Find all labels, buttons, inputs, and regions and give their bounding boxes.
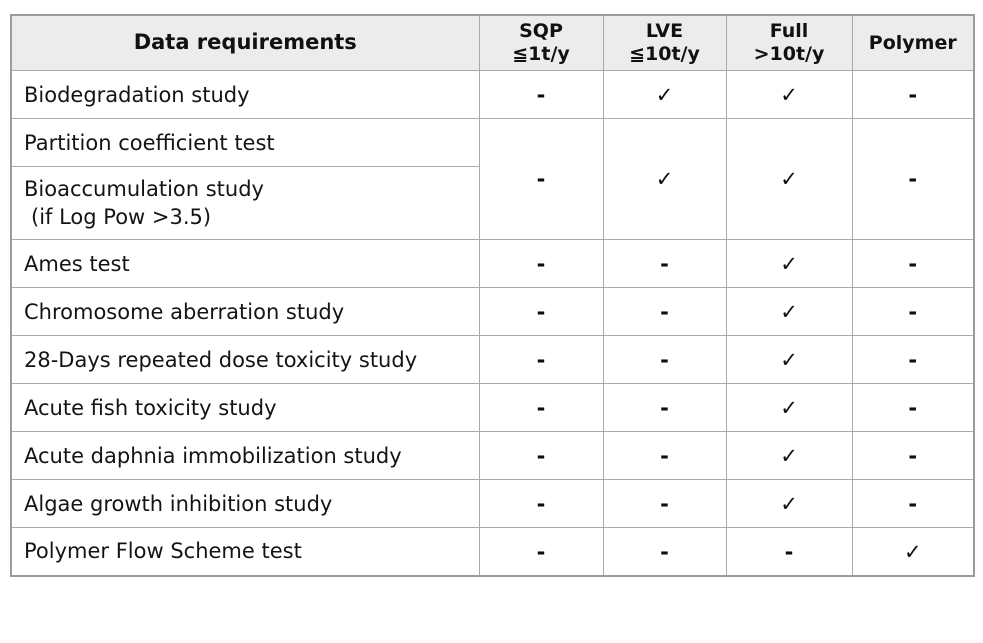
value-cell-full: ✓	[725, 383, 853, 433]
header-cell-full: Full >10t/y	[725, 14, 853, 72]
table-row-ames: Ames test - - ✓ -	[10, 239, 975, 289]
value-cell-sqp: -	[478, 479, 604, 529]
value-cell-sqp: -	[478, 383, 604, 433]
value-cell-lve: ✓	[602, 70, 727, 120]
value-cell-full: ✓	[725, 70, 853, 120]
row-label-cell: Partition coefficient test	[10, 118, 480, 168]
table-row-chromosome-aberration: Chromosome aberration study - - ✓ -	[10, 287, 975, 337]
value-cell-polymer: -	[851, 335, 975, 385]
value-cell-full: -	[725, 527, 853, 577]
value-cell-sqp-merged: -	[478, 118, 604, 241]
value-cell-polymer: -	[851, 239, 975, 289]
value-cell-polymer: -	[851, 287, 975, 337]
table-row-biodegradation: Biodegradation study - ✓ ✓ -	[10, 70, 975, 120]
value-cell-full: ✓	[725, 287, 853, 337]
table-row-bioaccumulation: Bioaccumulation study (if Log Pow >3.5)	[10, 166, 974, 241]
row-label-line1: Bioaccumulation study	[24, 177, 264, 201]
table-row-polymer-flow-scheme: Polymer Flow Scheme test - - - ✓	[10, 527, 975, 577]
table-row-acute-daphnia: Acute daphnia immobilization study - - ✓…	[10, 431, 975, 481]
header-title: Data requirements	[133, 30, 357, 55]
header-col-tonnage: ≦1t/y	[512, 43, 570, 66]
row-label-cell: Bioaccumulation study (if Log Pow >3.5)	[10, 166, 480, 241]
table-row-algae-growth: Algae growth inhibition study - - ✓ -	[10, 479, 975, 529]
header-col-tonnage: ≦10t/y	[629, 43, 700, 66]
row-label-cell: Chromosome aberration study	[10, 287, 480, 337]
value-cell-lve: -	[602, 287, 727, 337]
header-cell-lve: LVE ≦10t/y	[602, 14, 727, 72]
value-cell-polymer-merged: -	[851, 118, 975, 241]
header-cell-polymer: Polymer	[851, 14, 975, 72]
row-label-cell: Ames test	[10, 239, 480, 289]
row-label-line2: (if Log Pow >3.5)	[31, 205, 212, 230]
row-label-cell: Acute daphnia immobilization study	[10, 431, 480, 481]
table-row-28-days-repeated-dose: 28-Days repeated dose toxicity study - -…	[10, 335, 975, 385]
value-cell-lve: -	[602, 431, 727, 481]
value-cell-polymer: ✓	[851, 527, 975, 577]
value-cell-sqp: -	[478, 431, 604, 481]
value-cell-lve: -	[602, 479, 727, 529]
header-row: Data requirements SQP ≦1t/y LVE ≦10t/y F…	[10, 14, 975, 72]
value-cell-lve-merged: ✓	[602, 118, 727, 241]
value-cell-sqp: -	[478, 239, 604, 289]
value-cell-polymer: -	[851, 479, 975, 529]
value-cell-full: ✓	[725, 431, 853, 481]
header-col-tonnage: >10t/y	[753, 43, 825, 66]
data-requirements-table: Data requirements SQP ≦1t/y LVE ≦10t/y F…	[10, 14, 975, 577]
value-cell-lve: -	[602, 527, 727, 577]
value-cell-polymer: -	[851, 431, 975, 481]
value-cell-full-merged: ✓	[725, 118, 853, 241]
row-label-cell: Polymer Flow Scheme test	[10, 527, 480, 577]
value-cell-full: ✓	[725, 239, 853, 289]
value-cell-full: ✓	[725, 479, 853, 529]
row-label-cell: Biodegradation study	[10, 70, 480, 120]
header-col-name: LVE	[645, 20, 684, 42]
value-cell-sqp: -	[478, 527, 604, 577]
value-cell-sqp: -	[478, 70, 604, 120]
row-label-cell: 28-Days repeated dose toxicity study	[10, 335, 480, 385]
value-cell-lve: -	[602, 383, 727, 433]
value-cell-lve: -	[602, 335, 727, 385]
header-cell-data-requirements: Data requirements	[10, 14, 480, 72]
value-cell-polymer: -	[851, 383, 975, 433]
value-cell-polymer: -	[851, 70, 975, 120]
table-row-partition-coefficient: Partition coefficient test - ✓ ✓ -	[10, 118, 975, 241]
header-col-name: Full	[769, 20, 809, 42]
row-label-cell: Algae growth inhibition study	[10, 479, 480, 529]
value-cell-lve: -	[602, 239, 727, 289]
value-cell-sqp: -	[478, 287, 604, 337]
row-label-cell: Acute fish toxicity study	[10, 383, 480, 433]
header-col-name: Polymer	[868, 31, 957, 54]
table-row-acute-fish: Acute fish toxicity study - - ✓ -	[10, 383, 975, 433]
header-cell-sqp: SQP ≦1t/y	[478, 14, 604, 72]
value-cell-sqp: -	[478, 335, 604, 385]
value-cell-full: ✓	[725, 335, 853, 385]
header-col-name: SQP	[519, 20, 563, 42]
